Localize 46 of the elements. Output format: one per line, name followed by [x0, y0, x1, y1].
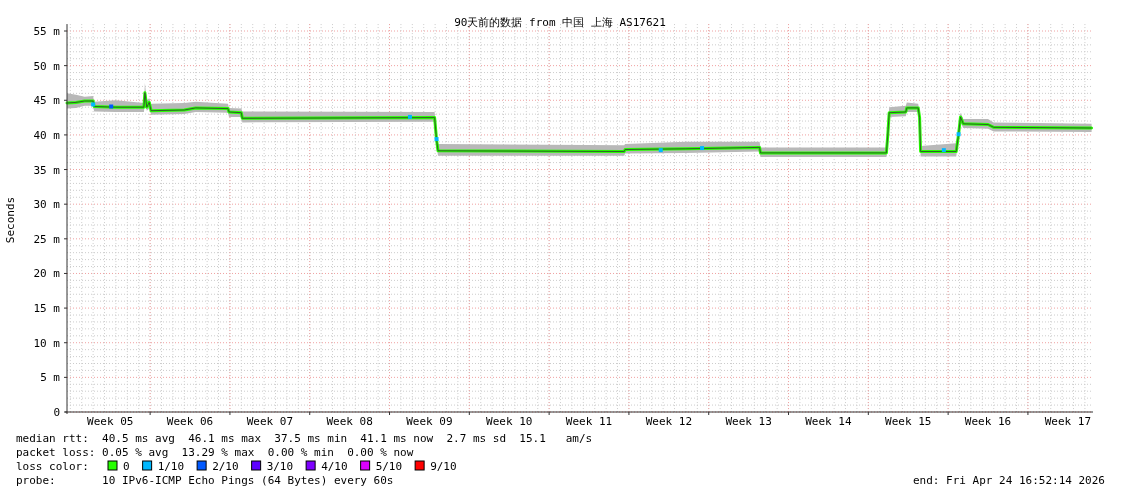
y-tick-label: 25 m	[33, 232, 61, 246]
y-tick-label: 20 m	[33, 267, 61, 281]
x-tick-label: Week 17	[1044, 415, 1091, 428]
x-tick-label: Week 13	[725, 415, 772, 428]
x-tick-label: Week 07	[246, 415, 293, 428]
x-tick-label: Week 10	[486, 415, 533, 428]
x-tick-label: Week 16	[964, 415, 1012, 428]
point	[941, 148, 946, 153]
legend-label: 2/10	[212, 460, 239, 473]
point	[434, 137, 439, 142]
text: median rtt: 40.5 ms avg 46.1 ms max 37.5 ms min 41.1 ms now 2.7 ms sd 15.1 am/s	[16, 432, 593, 445]
legend-label: 5/10	[375, 460, 403, 473]
text: probe: 10 IPv6-ICMP Echo Pings (64 Bytes) every 60s	[16, 474, 394, 487]
y-tick-label: 30 m	[33, 198, 61, 212]
x-tick-label: Week 06	[166, 415, 214, 428]
legend-label: 1/10	[157, 460, 185, 473]
y-tick-label: 5 m	[40, 371, 61, 385]
point	[700, 146, 705, 151]
x-tick-label: Week 15	[885, 415, 932, 428]
point	[91, 102, 96, 107]
y-tick-label: 15 m	[33, 302, 61, 316]
text: end: Fri Apr 24 16:52:14 2026	[912, 474, 1105, 487]
text: packet loss: 0.05 % avg 13.29 % max 0.00 % min 0.00 % now	[16, 446, 414, 459]
y-tick-label: 35 m	[33, 163, 61, 177]
legend-title: loss color:	[16, 460, 89, 473]
x-tick-label: Week 14	[805, 415, 852, 428]
x-tick-label: Week 08	[326, 415, 373, 428]
y-tick-label: 55 m	[33, 25, 61, 38]
chart-title: 90天前的数据 from 中国 上海 AS17621	[454, 16, 666, 29]
point	[407, 114, 412, 119]
x-tick-label: Week 09	[406, 415, 453, 428]
point	[956, 132, 961, 137]
y-tick-label: 40 m	[33, 128, 61, 142]
x-tick-label: Week 12	[645, 415, 692, 428]
legend-label: 3/10	[266, 460, 294, 473]
legend-label: 4/10	[321, 460, 348, 473]
y-tick-label: 50 m	[33, 59, 61, 73]
y-tick-label: 0	[53, 406, 60, 419]
y-tick-label: 10 m	[33, 336, 61, 350]
legend-label: 0	[123, 460, 130, 473]
x-tick-label: Week 05	[87, 415, 134, 428]
y-tick-label: 45 m	[33, 94, 61, 108]
point	[658, 148, 663, 153]
x-tick-label: Week 11	[565, 415, 613, 428]
legend-label: 9/10	[430, 460, 457, 473]
y-axis-title: Seconds	[4, 196, 17, 244]
